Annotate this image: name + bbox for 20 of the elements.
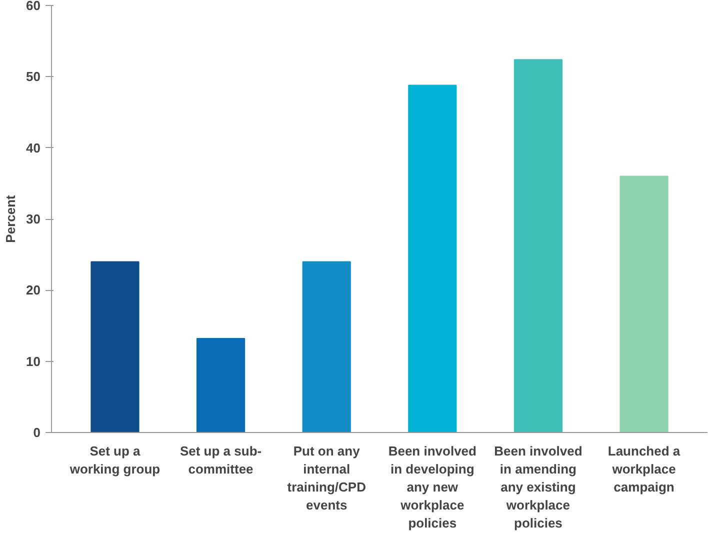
y-tick-label: 50 [26, 69, 41, 84]
y-axis-title: Percent [3, 194, 18, 243]
x-tick-label: Put on any internal training/CPD events [287, 444, 366, 512]
y-tick-label: 40 [26, 140, 41, 156]
x-tick-label: Been involved in amending any existing workplace policies [494, 444, 582, 530]
y-tick-label: 20 [26, 282, 41, 298]
y-tick-label: 10 [26, 354, 41, 369]
y-tick-label: 30 [26, 212, 41, 226]
x-tick-label: Set up a sub-committee [180, 444, 262, 476]
x-tick-label: Set up a working group [68, 444, 160, 476]
x-tick-label: Been involved in developing any new workplace policies [388, 444, 477, 530]
bar [302, 261, 351, 432]
bar [90, 261, 140, 432]
bar [408, 84, 457, 432]
bar [514, 59, 563, 432]
bar [620, 176, 668, 432]
bar [196, 338, 246, 432]
x-tick-label: Launched a workplace campaign [608, 444, 681, 494]
y-tick-label: 60 [26, 0, 41, 13]
y-tick-label: 0 [33, 425, 41, 440]
